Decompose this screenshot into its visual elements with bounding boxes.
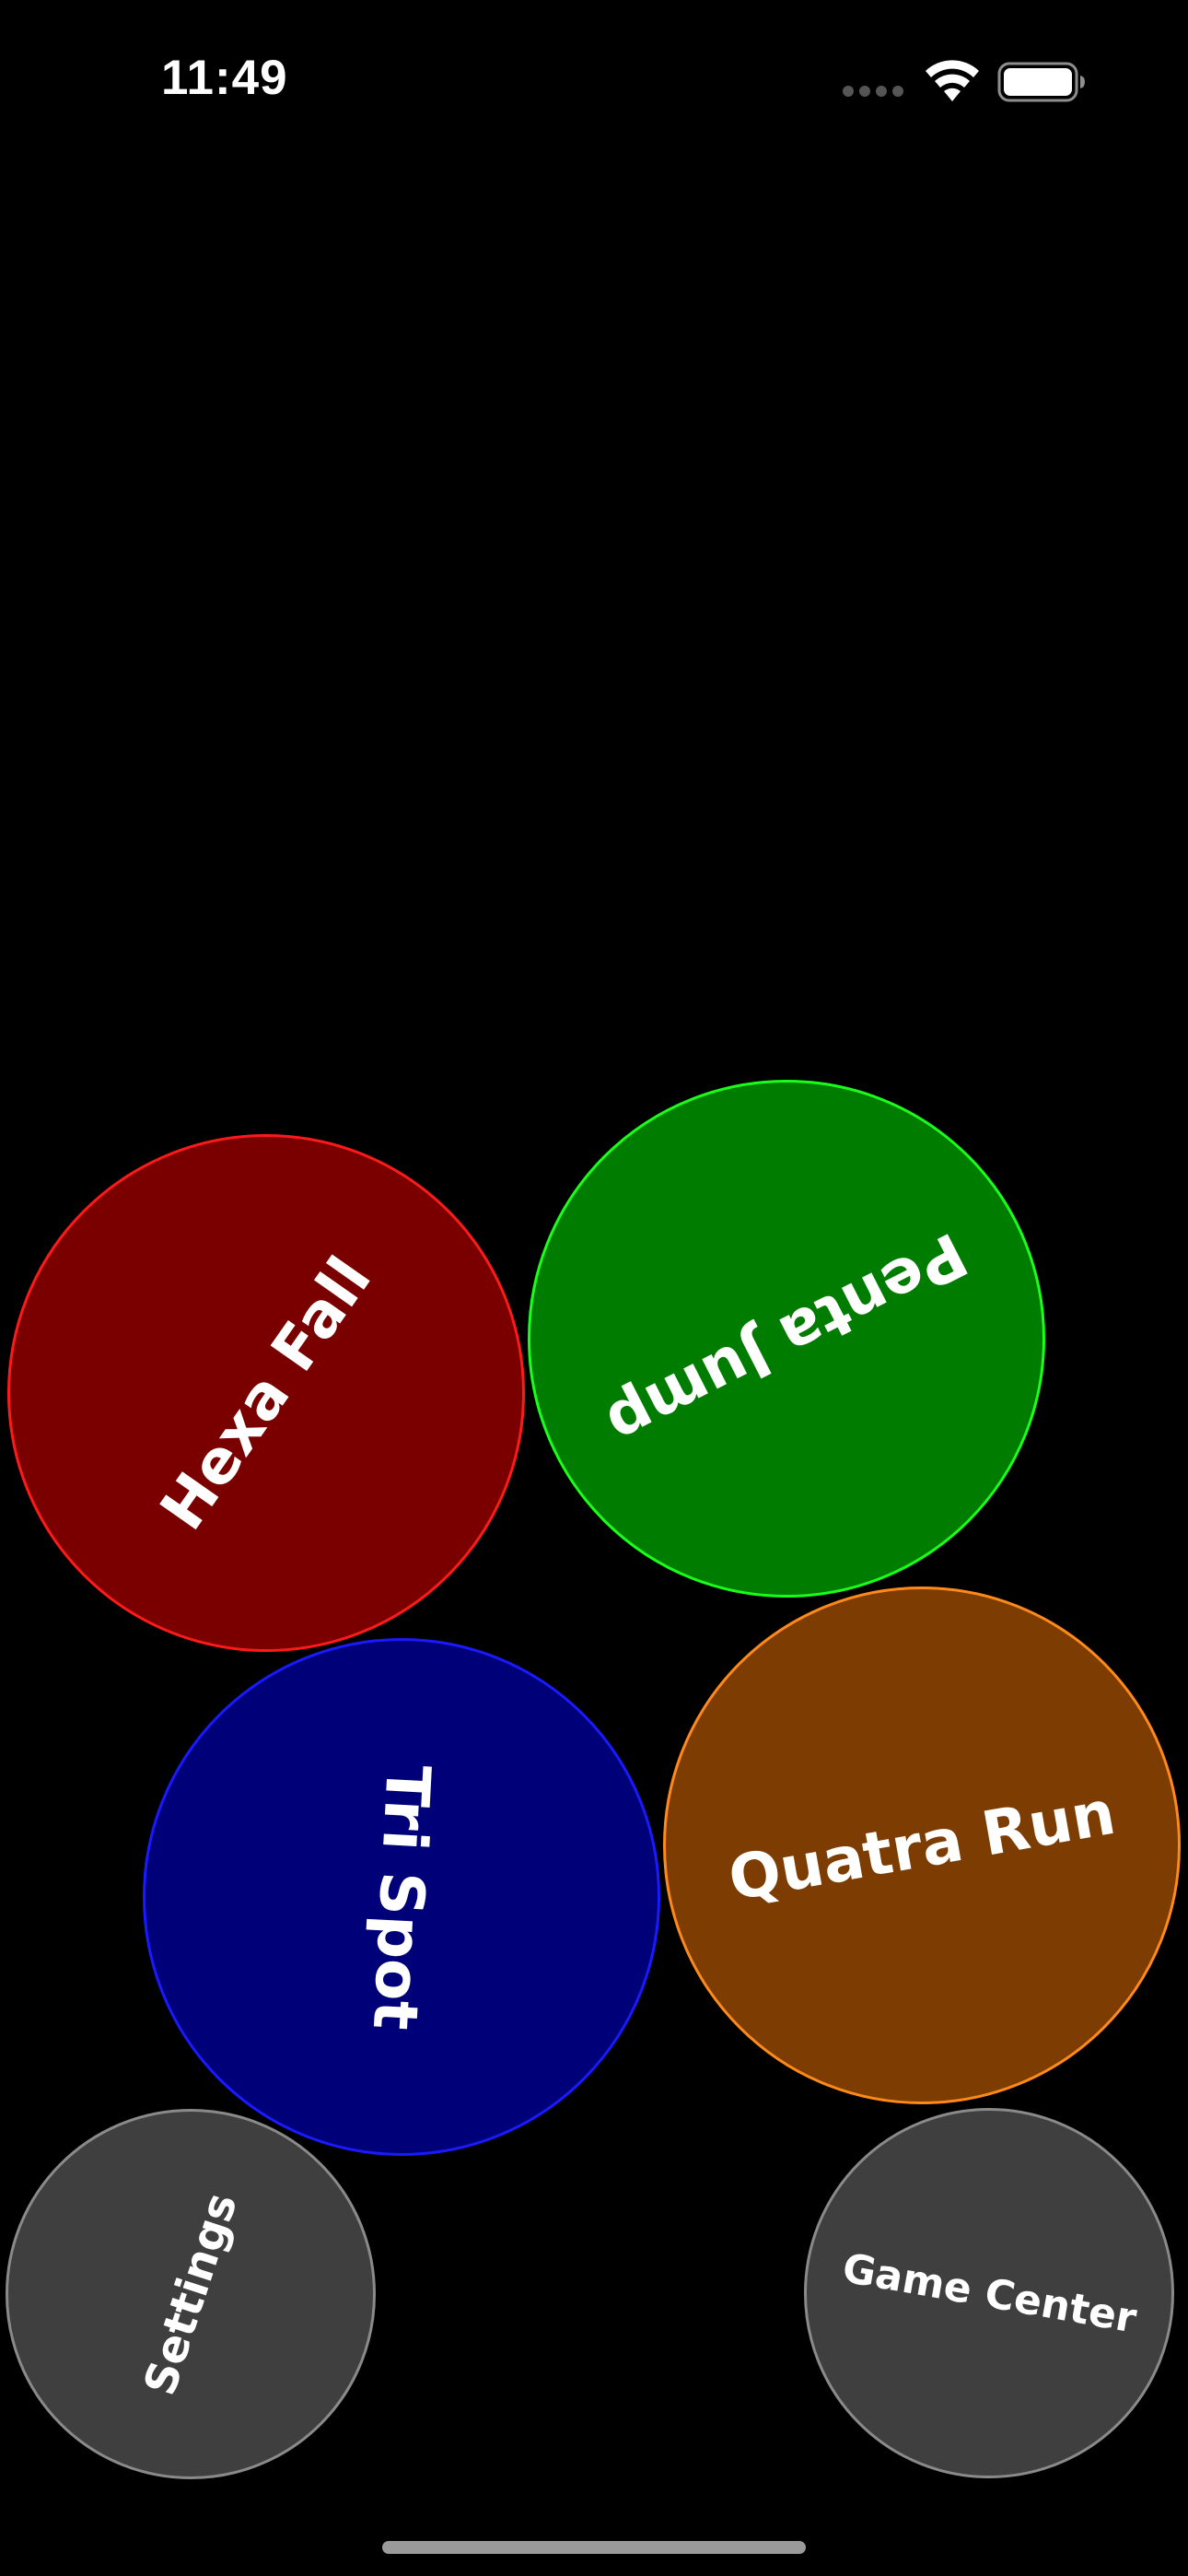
battery-icon	[997, 62, 1085, 102]
home-indicator[interactable]	[382, 2541, 806, 2554]
quatra-run-button[interactable]: Quatra Run	[663, 1587, 1181, 2104]
cellular-signal-icon	[843, 86, 903, 97]
game-center-button[interactable]: Game Center	[804, 2108, 1174, 2478]
status-bar: 11:49	[0, 0, 1188, 147]
penta-jump-label: Penta Jump	[595, 1217, 978, 1460]
hexa-fall-button[interactable]: Hexa Fall	[7, 1134, 525, 1652]
penta-jump-button[interactable]: Penta Jump	[528, 1080, 1045, 1598]
settings-button[interactable]: Settings	[6, 2109, 376, 2479]
tri-spot-button[interactable]: Tri Spot	[143, 1638, 660, 2156]
status-time: 11:49	[161, 51, 288, 105]
quatra-run-label: Quatra Run	[723, 1776, 1121, 1914]
wifi-icon	[926, 60, 979, 101]
tri-spot-label: Tri Spot	[359, 1762, 444, 2032]
settings-label: Settings	[134, 2186, 248, 2402]
game-center-label: Game Center	[838, 2243, 1140, 2343]
hexa-fall-label: Hexa Fall	[146, 1244, 386, 1542]
